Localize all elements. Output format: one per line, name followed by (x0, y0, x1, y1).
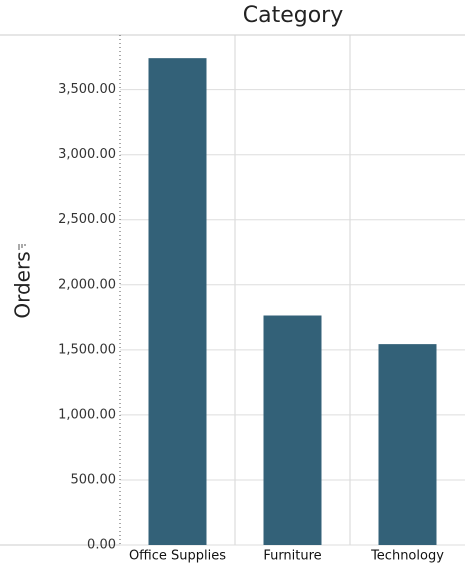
x-tick-label: Technology (370, 549, 444, 564)
bar (378, 344, 437, 545)
chart-title: Category (243, 3, 344, 28)
y-tick-label: 500.00 (71, 472, 117, 487)
x-tick-label: Office Supplies (129, 549, 226, 564)
y-tick-label: 3,000.00 (58, 147, 116, 162)
y-tick-label: 1,500.00 (58, 342, 116, 357)
y-tick-label: 2,500.00 (58, 212, 116, 227)
y-tick-label: 2,000.00 (58, 277, 116, 292)
y-axis-label: Orders (11, 251, 35, 318)
x-tick-label: Furniture (263, 549, 321, 564)
sort-icon[interactable] (18, 244, 26, 250)
bar (148, 58, 207, 545)
y-tick-label: 1,000.00 (58, 407, 116, 422)
y-tick-label: 3,500.00 (58, 82, 116, 97)
y-tick-label: 0.00 (87, 538, 116, 553)
bar (263, 315, 322, 545)
